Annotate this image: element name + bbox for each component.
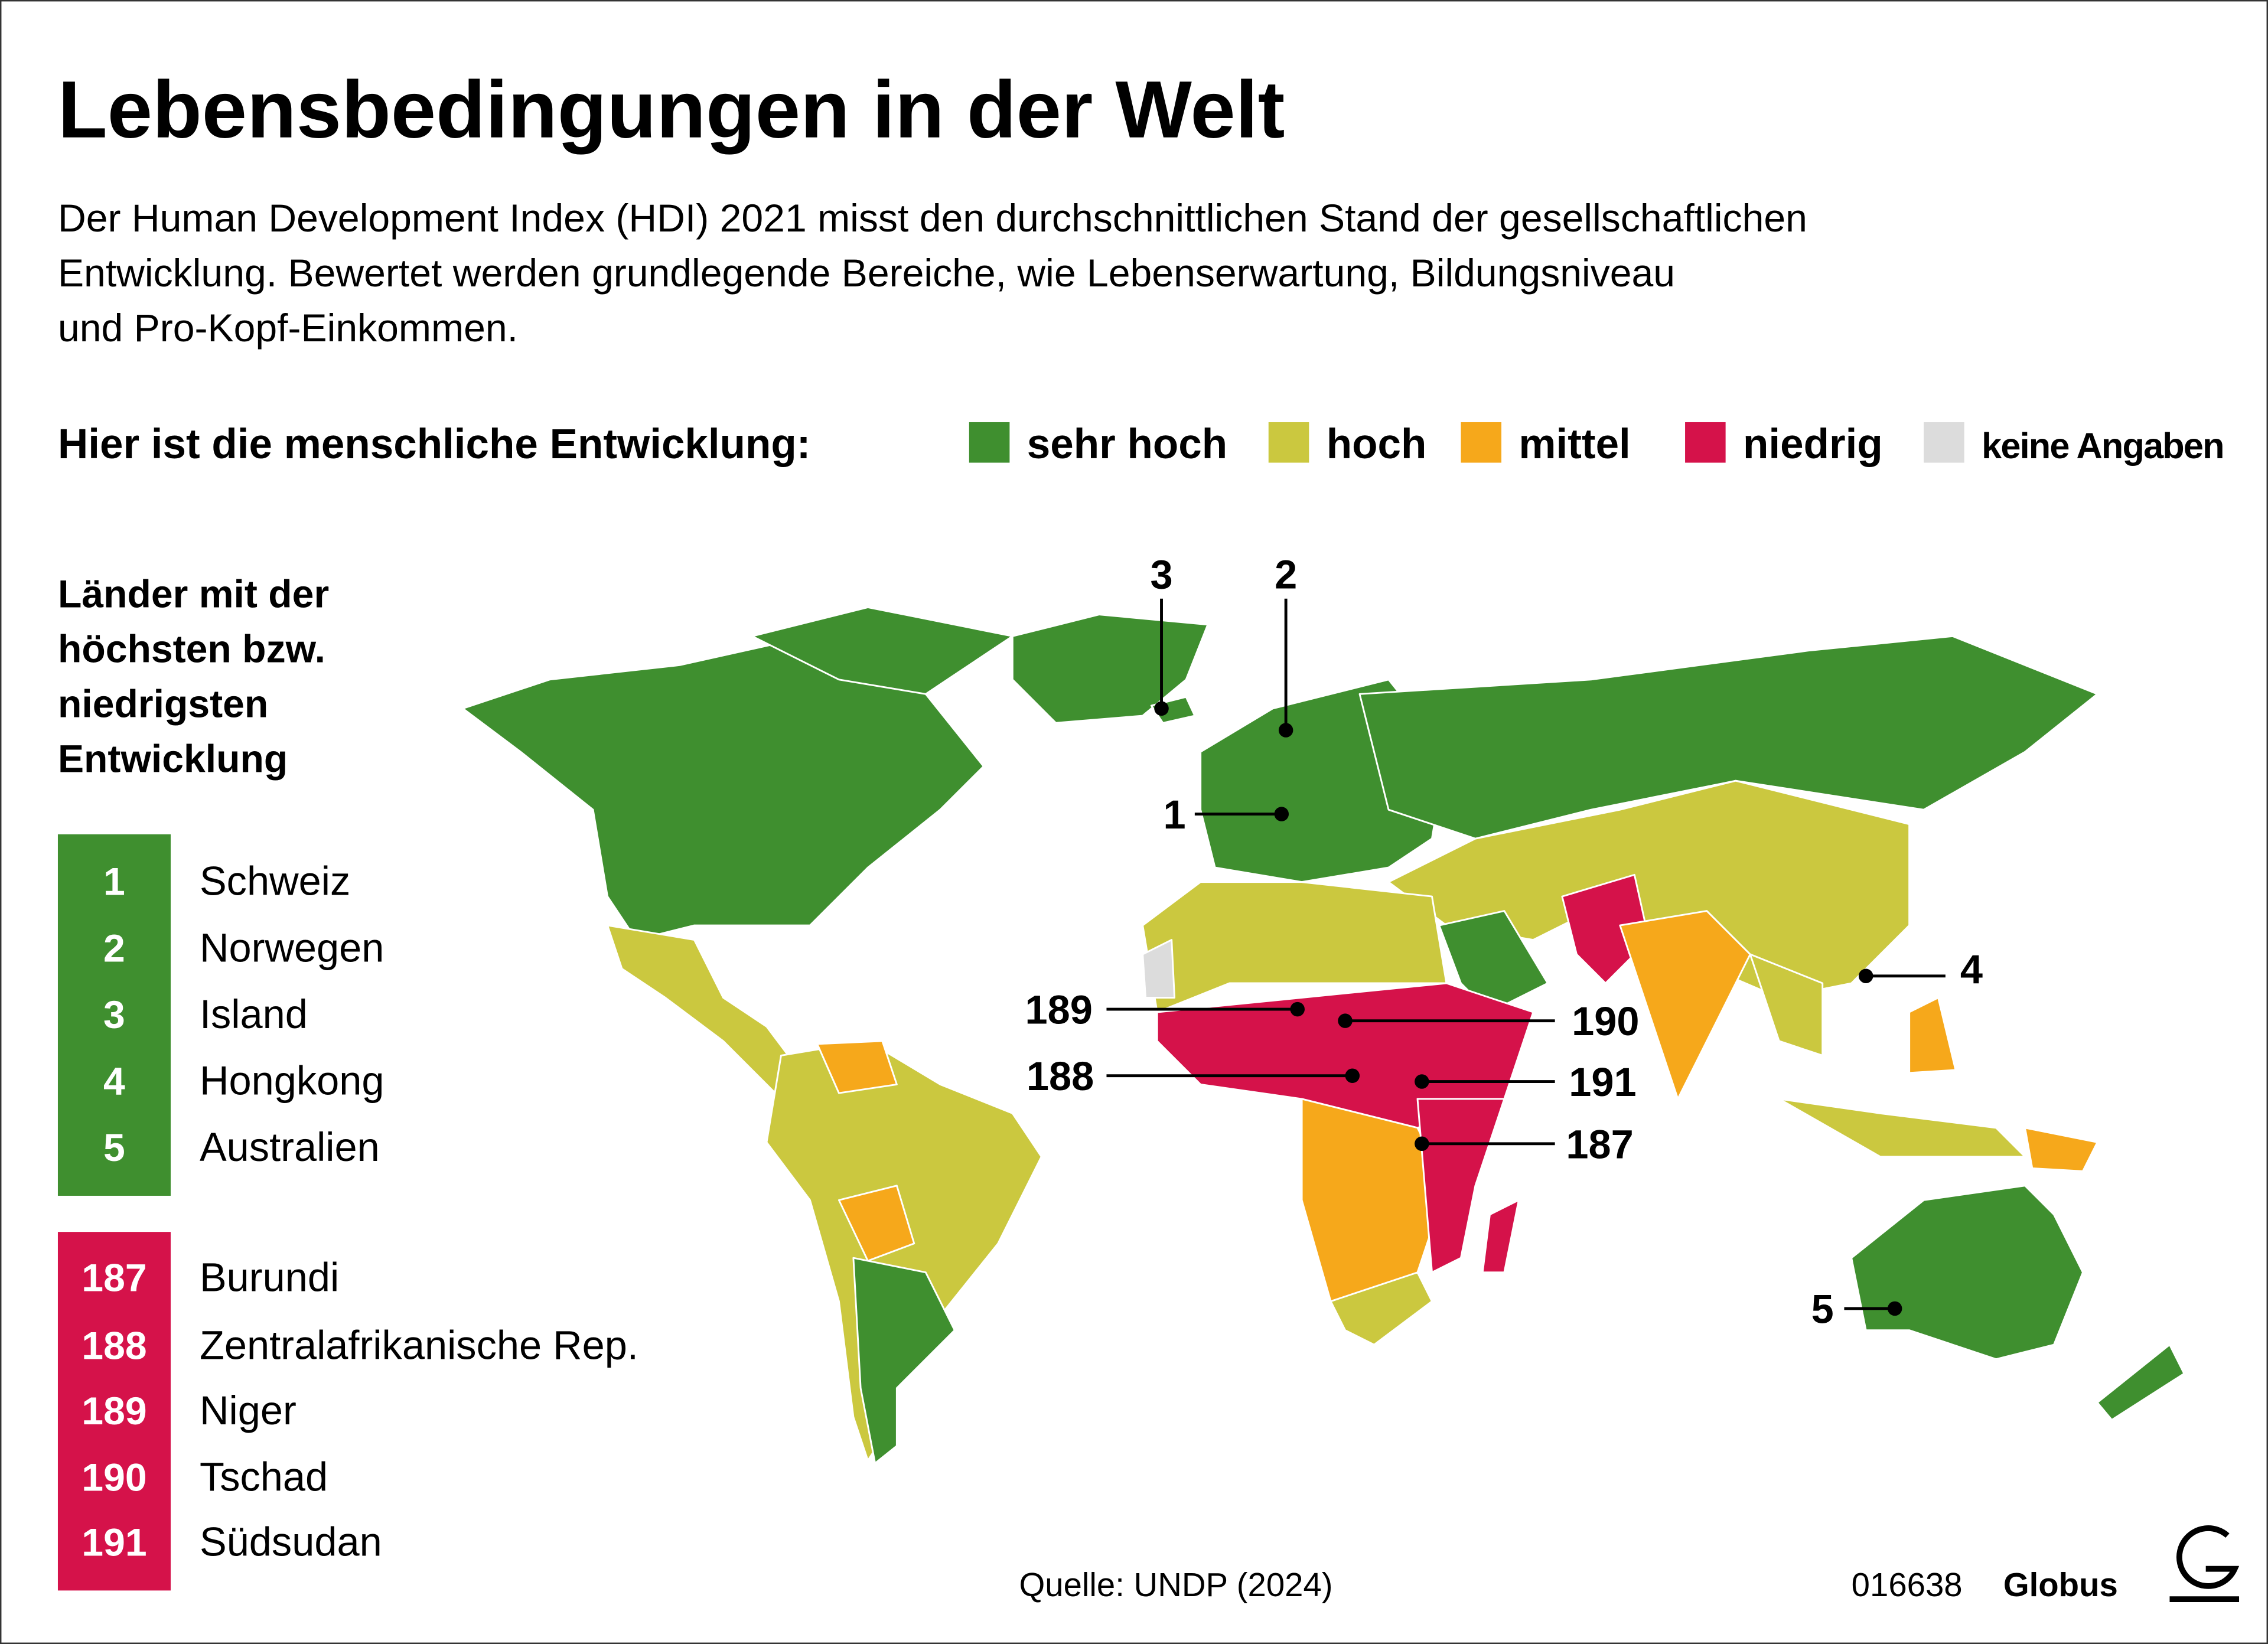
rank-number: 188 [82, 1325, 146, 1368]
callout-label: 189 [1025, 987, 1092, 1033]
location-dot [1887, 1301, 1902, 1316]
legend-entry: keine Angaben [1982, 426, 2224, 466]
rank-number: 4 [103, 1060, 125, 1104]
location-dot [1858, 968, 1873, 984]
logo-g [2176, 1525, 2240, 1589]
rank-number: 3 [103, 993, 125, 1037]
subtitle-line: Der Human Development Index (HDI) 2021 m… [58, 197, 1807, 240]
legend-swatch [1461, 422, 1502, 463]
location-dot [1338, 1013, 1353, 1028]
new-zealand [2096, 1343, 2185, 1421]
location-dot [1290, 1002, 1305, 1017]
subtitle-line: Entwicklung. Bewertet werden grundlegend… [58, 252, 1675, 295]
callout-label: 190 [1572, 999, 1639, 1044]
north-america [462, 635, 985, 941]
rank-number: 2 [103, 927, 125, 970]
country-name: Burundi [200, 1255, 339, 1300]
globus-logo [2169, 1525, 2240, 1602]
country-name: Australien [200, 1124, 380, 1170]
callout-label: 4 [1960, 947, 1983, 992]
southern-cone [852, 1257, 956, 1464]
bolivia [838, 1185, 915, 1262]
footer-code: 016638 [1852, 1566, 1963, 1603]
south-africa [1329, 1271, 1433, 1346]
madagascar [1481, 1199, 1520, 1274]
indonesia [1778, 1098, 2026, 1158]
top-box [57, 834, 171, 1196]
footer-brand: Globus [2003, 1566, 2118, 1603]
rank-number: 187 [82, 1257, 146, 1300]
country-name: Tschad [200, 1454, 328, 1499]
southeast-asia [1749, 953, 1824, 1056]
country-name: Norwegen [200, 925, 384, 970]
ranking-heading: Länder mit der [58, 572, 329, 616]
rank-number: 5 [103, 1126, 125, 1170]
india [1619, 910, 1751, 1100]
country-name: Hongkong [200, 1058, 384, 1104]
legend-swatch [1268, 422, 1309, 463]
rank-number: 190 [82, 1456, 146, 1499]
callout-label: 191 [1569, 1059, 1636, 1105]
ranking-heading: Entwicklung [58, 738, 288, 781]
title: Lebensbedingungen in der Welt [58, 65, 1285, 155]
location-dot [1415, 1136, 1429, 1152]
legend-swatch [1685, 422, 1726, 463]
subtitle-line: und Pro-Kopf-Einkommen. [58, 306, 518, 350]
russia [1358, 635, 2098, 840]
legend-swatch [1924, 422, 1964, 463]
callout-label: 5 [1811, 1286, 1834, 1332]
legend-swatch [969, 422, 1010, 463]
rank-number: 1 [103, 860, 125, 904]
callouts: 3 2 1 4 189 190 188 191 187 5 [1025, 552, 1983, 1332]
country-name: Südsudan [200, 1519, 382, 1565]
legend-entry: niedrig [1743, 421, 1883, 468]
callout-label: 3 [1150, 552, 1172, 598]
country-name: Niger [200, 1388, 296, 1433]
country-name: Island [200, 991, 308, 1037]
ranking-heading: niedrigsten [58, 682, 268, 726]
ranking-list: 1 Schweiz 2 Norwegen 3 Island 4 Hongkong 5 Austra… [82, 859, 638, 1565]
country-name: Schweiz [200, 859, 350, 904]
callout-label: 187 [1566, 1121, 1633, 1167]
philippines [1908, 997, 1957, 1074]
legend-entry: mittel [1518, 421, 1630, 468]
australia [1850, 1185, 2084, 1361]
location-dot [1154, 701, 1169, 716]
bottom-box [57, 1232, 171, 1591]
location-dot [1345, 1068, 1360, 1083]
venezuela [816, 1040, 898, 1094]
world-map [462, 606, 2185, 1464]
location-dot [1278, 723, 1293, 738]
greenland [1011, 614, 1209, 724]
arabia [1438, 910, 1549, 1013]
rank-number: 191 [82, 1521, 146, 1565]
arctic-islands [751, 606, 1014, 695]
ranking-heading: höchsten bzw. [58, 627, 325, 671]
rank-number: 189 [82, 1389, 146, 1433]
legend: sehr hoch hoch mittel niedrig keine Angaben [969, 421, 2225, 468]
location-dot [1274, 807, 1289, 821]
pakistan [1561, 873, 1650, 984]
country-name: Zentralafrikanische Rep. [200, 1323, 638, 1368]
legend-label: Hier ist die menschliche Entwicklung: [58, 421, 810, 468]
papua [2024, 1127, 2098, 1172]
legend-entry: hoch [1327, 421, 1427, 468]
callout-label: 2 [1275, 552, 1297, 598]
source: Quelle: UNDP (2024) [1019, 1566, 1332, 1603]
callout-label: 1 [1164, 792, 1186, 837]
legend-entry: sehr hoch [1027, 421, 1227, 468]
callout-label: 188 [1027, 1053, 1094, 1099]
western-sahara [1142, 939, 1176, 999]
location-dot [1415, 1074, 1429, 1089]
